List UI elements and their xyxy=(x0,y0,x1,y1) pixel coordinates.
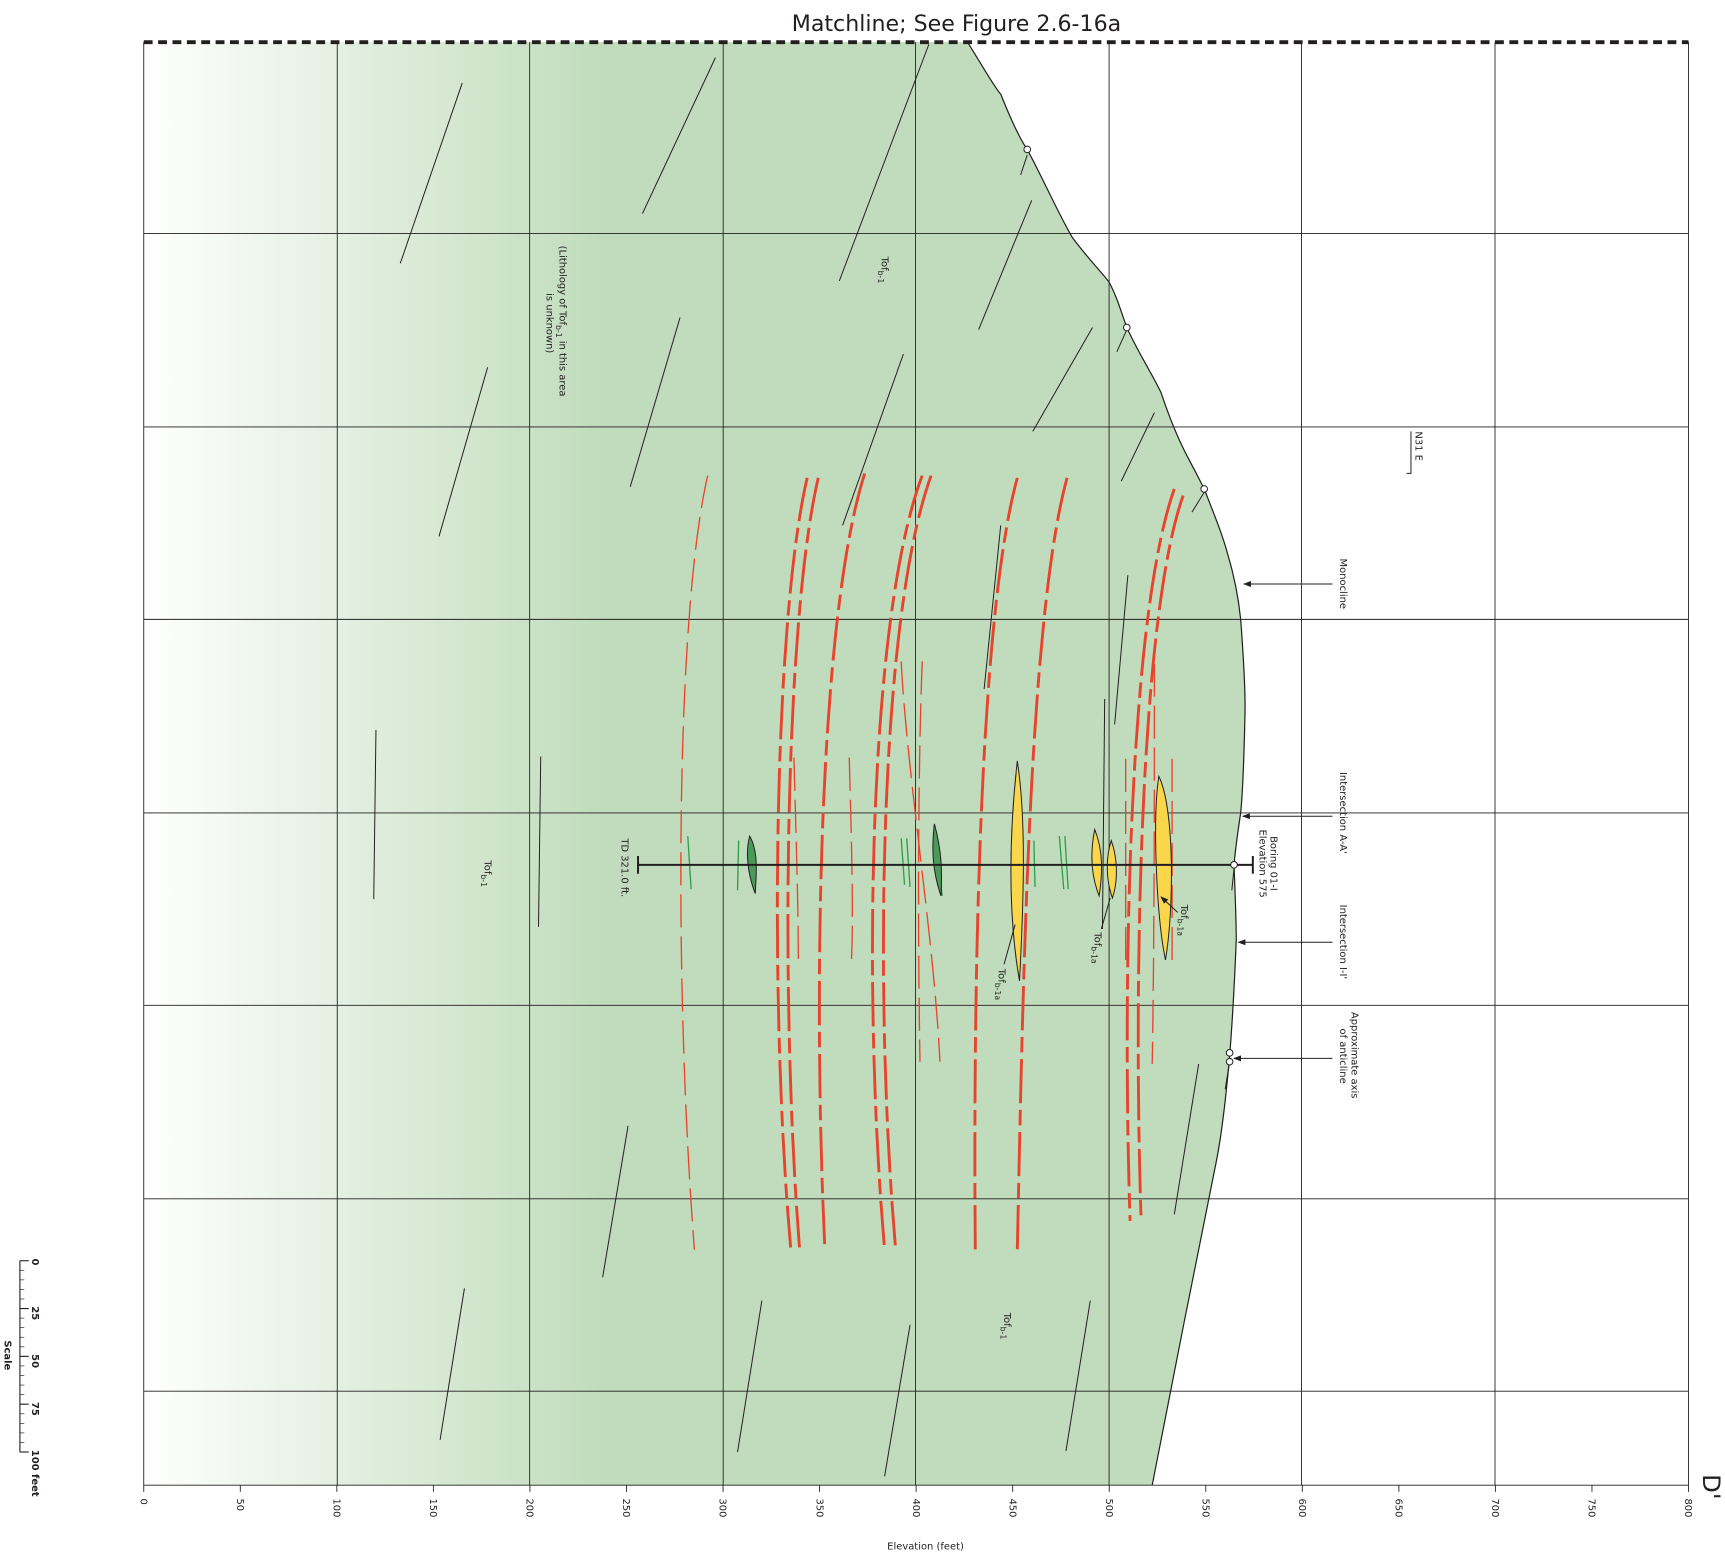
tick-label: 0 xyxy=(137,1498,148,1504)
scale-bar: 0 25 50 75 100 feet xyxy=(20,1259,40,1497)
unit-name: Tof xyxy=(878,256,889,271)
scale-label: 100 feet xyxy=(29,1450,40,1497)
tick-label: 500 xyxy=(1103,1498,1114,1517)
unit-name: Tof xyxy=(1178,904,1189,919)
tick-label: 700 xyxy=(1489,1498,1500,1517)
boring-label: Elevation 575 xyxy=(1256,829,1267,897)
tick-label: 150 xyxy=(427,1498,438,1517)
tick-label: 350 xyxy=(813,1498,824,1517)
unit-name: Tof xyxy=(481,859,492,874)
intersection-label: Intersection A-A' xyxy=(1337,772,1348,854)
unit-name: Tof xyxy=(996,968,1007,983)
tick-label: 100 xyxy=(331,1498,342,1517)
tick-label: 600 xyxy=(1296,1498,1307,1517)
tick-label: 300 xyxy=(717,1498,728,1517)
tick-label: 400 xyxy=(910,1498,921,1517)
unit-name: Tof xyxy=(1001,1312,1012,1327)
tick-label: 550 xyxy=(1199,1498,1210,1517)
anticline-label: of anticline xyxy=(1337,1029,1348,1084)
unit-fill xyxy=(144,42,1245,1485)
tick-label: 650 xyxy=(1393,1498,1404,1517)
total-depth-label: TD 321.0 ft. xyxy=(618,837,629,897)
lithology-note: (Lithology of Tofb-1 in this area xyxy=(554,246,567,397)
cross-section: Matchline; See Figure 2.6-16a D' Monocli… xyxy=(0,0,1725,1555)
axis-title: Elevation (feet) xyxy=(887,1541,964,1552)
anticline-label: Approximate axis xyxy=(1348,1012,1359,1099)
boring-label: Boring 01-I xyxy=(1268,836,1279,891)
unit-subscript: b-1 xyxy=(999,1327,1008,1340)
monocline-label: Monocline xyxy=(1337,559,1348,609)
strike-label: N31 E xyxy=(1412,431,1423,461)
tick-label: 200 xyxy=(524,1498,535,1517)
tick-label: 450 xyxy=(1006,1498,1017,1517)
tick-label: 250 xyxy=(620,1498,631,1517)
unit-subscript: b-1a xyxy=(1176,919,1185,937)
tick-label: 50 xyxy=(234,1498,245,1511)
unit-name: Tof xyxy=(1092,931,1103,946)
scale-label: 50 xyxy=(29,1354,40,1368)
page: { "title": "Matchline; See Figure 2.6-16… xyxy=(0,0,1725,1555)
unit-subscript: b-1a xyxy=(1089,946,1098,964)
scale-label: 25 xyxy=(29,1306,40,1320)
section-label: D' xyxy=(1697,1474,1725,1499)
lithology-note: is unknown) xyxy=(543,293,554,353)
scale-title: Scale xyxy=(1,1340,12,1370)
unit-subscript: b-1 xyxy=(876,271,885,284)
unit-subscript: b-1a xyxy=(993,983,1002,1001)
title: Matchline; See Figure 2.6-16a xyxy=(792,11,1121,37)
unit-subscript: b-1 xyxy=(479,874,488,887)
elevation-axis: 0 50 100 150 200 250 300 350 400 450 500 550 600 650 7… xyxy=(137,1485,1693,1517)
scale-label: 75 xyxy=(29,1402,40,1416)
tick-label: 750 xyxy=(1586,1498,1597,1517)
intersection-label: Intersection I-I' xyxy=(1337,905,1348,979)
tick-label: 800 xyxy=(1682,1498,1693,1517)
scale-label: 0 xyxy=(29,1259,40,1266)
